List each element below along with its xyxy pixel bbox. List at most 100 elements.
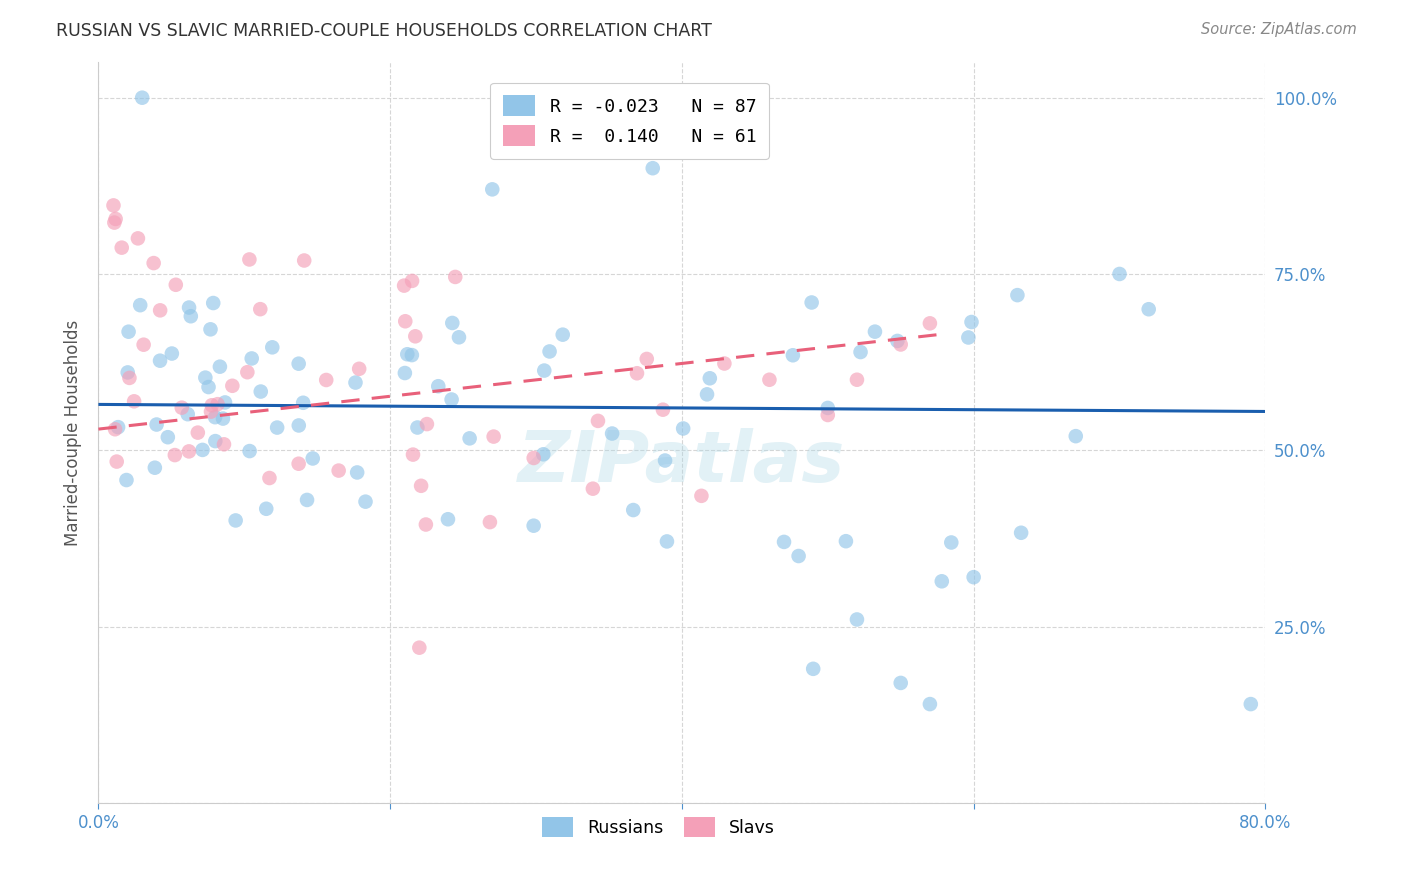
Point	[142, 256, 165, 270]
Point	[287, 457, 309, 471]
Point	[149, 303, 172, 318]
Point	[163, 448, 186, 462]
Point	[1137, 302, 1160, 317]
Point	[411, 479, 433, 493]
Point	[773, 535, 796, 549]
Point	[440, 392, 463, 407]
Point	[655, 534, 678, 549]
Point	[863, 325, 886, 339]
Point	[849, 345, 872, 359]
Point	[301, 451, 323, 466]
Point	[118, 371, 141, 385]
Point	[957, 330, 980, 344]
Point	[401, 348, 423, 362]
Point	[160, 346, 183, 360]
Point	[600, 426, 623, 441]
Point	[287, 418, 309, 433]
Point	[817, 401, 839, 415]
Point	[315, 373, 337, 387]
Point	[533, 363, 555, 377]
Text: Source: ZipAtlas.com: Source: ZipAtlas.com	[1201, 22, 1357, 37]
Point	[408, 640, 430, 655]
Point	[180, 310, 202, 324]
Point	[214, 395, 236, 409]
Point	[641, 161, 664, 176]
Point	[1108, 267, 1130, 281]
Point	[165, 277, 187, 292]
Point	[586, 414, 609, 428]
Point	[1007, 288, 1029, 302]
Point	[187, 425, 209, 440]
Point	[287, 357, 309, 371]
Point	[636, 351, 658, 366]
Point	[239, 444, 262, 458]
Point	[699, 371, 721, 385]
Point	[204, 434, 226, 449]
Point	[415, 517, 437, 532]
Point	[328, 464, 350, 478]
Point	[713, 357, 735, 371]
Point	[122, 394, 145, 409]
Point	[104, 211, 127, 226]
Point	[890, 676, 912, 690]
Point	[347, 361, 370, 376]
Point	[817, 408, 839, 422]
Point	[107, 420, 129, 434]
Point	[254, 501, 277, 516]
Point	[758, 373, 780, 387]
Point	[1064, 429, 1087, 443]
Point	[212, 411, 235, 425]
Point	[170, 401, 193, 415]
Point	[621, 503, 644, 517]
Point	[238, 252, 260, 267]
Point	[346, 466, 368, 480]
Point	[149, 353, 172, 368]
Point	[846, 612, 869, 626]
Point	[800, 295, 823, 310]
Point	[406, 420, 429, 434]
Point	[104, 422, 127, 436]
Point	[437, 512, 460, 526]
Point	[654, 453, 676, 467]
Point	[690, 489, 713, 503]
Point	[626, 366, 648, 380]
Text: RUSSIAN VS SLAVIC MARRIED-COUPLE HOUSEHOLDS CORRELATION CHART: RUSSIAN VS SLAVIC MARRIED-COUPLE HOUSEHO…	[56, 22, 711, 40]
Point	[177, 407, 200, 421]
Point	[1240, 697, 1263, 711]
Point	[344, 376, 367, 390]
Point	[918, 316, 941, 330]
Point	[481, 182, 503, 196]
Point	[103, 216, 125, 230]
Point	[200, 405, 222, 419]
Point	[240, 351, 263, 366]
Point	[105, 454, 128, 468]
Point	[249, 384, 271, 399]
Point	[458, 431, 481, 445]
Point	[127, 231, 149, 245]
Point	[782, 348, 804, 362]
Point	[292, 253, 315, 268]
Point	[918, 697, 941, 711]
Point	[394, 366, 416, 380]
Point	[194, 370, 217, 384]
Point	[111, 241, 134, 255]
Point	[416, 417, 439, 431]
Text: ZIPatlas: ZIPatlas	[519, 428, 845, 497]
Point	[482, 429, 505, 443]
Point	[143, 460, 166, 475]
Point	[132, 337, 155, 351]
Point	[551, 327, 574, 342]
Point	[177, 301, 200, 315]
Point	[962, 570, 984, 584]
Point	[262, 340, 284, 354]
Point	[295, 492, 318, 507]
Point	[427, 379, 450, 393]
Point	[890, 337, 912, 351]
Point	[401, 274, 423, 288]
Point	[441, 316, 464, 330]
Point	[191, 442, 214, 457]
Point	[156, 430, 179, 444]
Point	[801, 662, 824, 676]
Point	[225, 513, 247, 527]
Point	[696, 387, 718, 401]
